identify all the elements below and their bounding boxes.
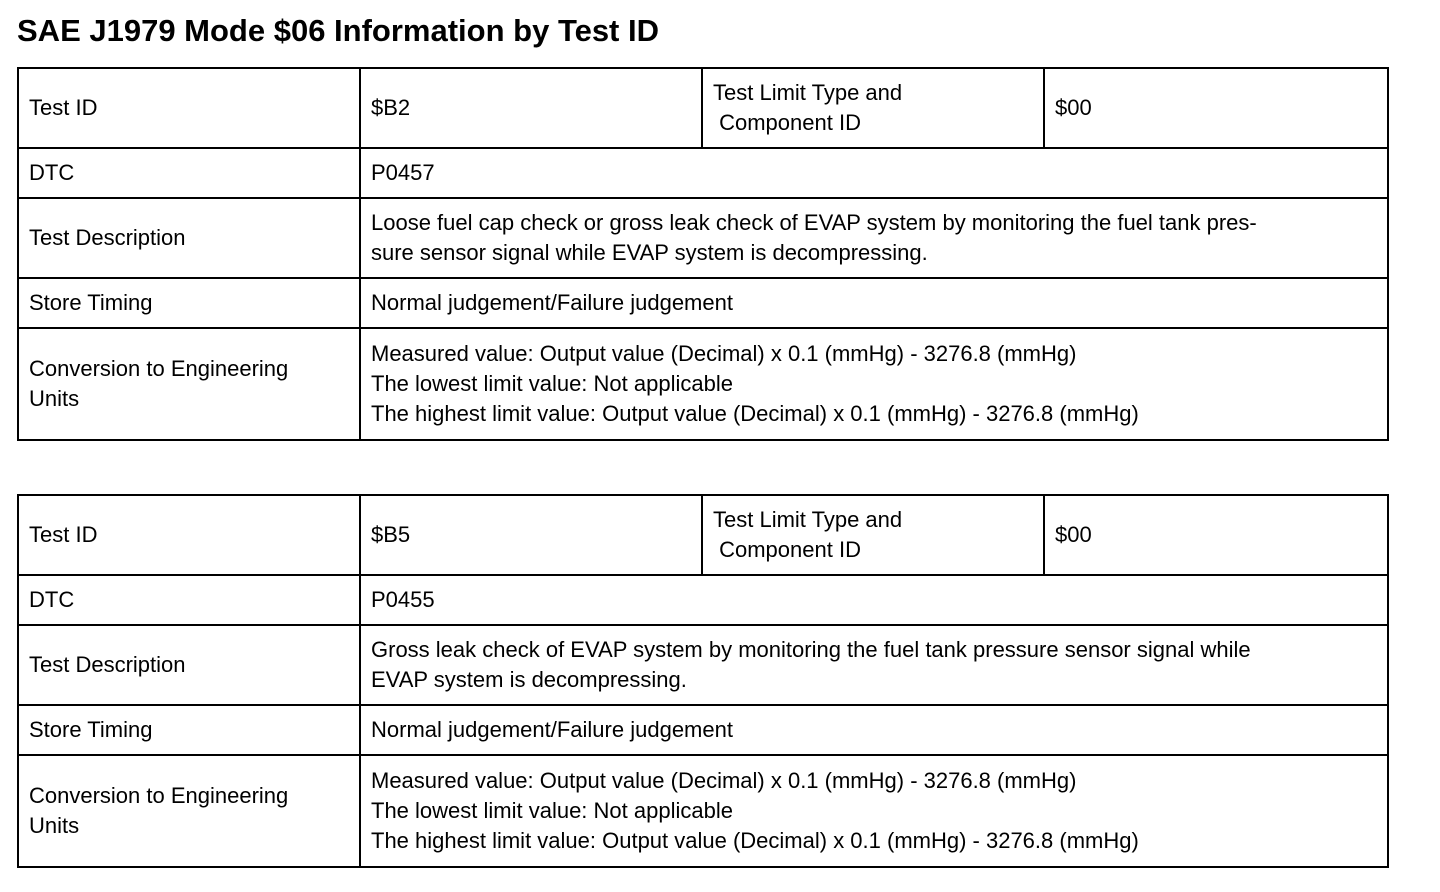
- cell-value: Normal judgement/Failure judgement: [359, 704, 1389, 756]
- cell-value: $B5: [359, 494, 703, 576]
- text-line: Test Limit Type and: [713, 507, 903, 532]
- table-row: Conversion to Engineering Units Measured v…: [17, 754, 1389, 868]
- row-label: DTC: [17, 147, 361, 199]
- table-row: Test Description Gross leak check of EVAP…: [17, 624, 1389, 706]
- row-label: Store Timing: [17, 704, 361, 756]
- row-label: Conversion to Engineering Units: [17, 327, 361, 441]
- cell-value: $00: [1043, 494, 1389, 576]
- table-row: DTC P0455: [17, 574, 1389, 626]
- cell-value: Normal judgement/Failure judgement: [359, 277, 1389, 329]
- text-line: Test Limit Type and: [713, 80, 903, 105]
- table-row: Test ID $B5 Test Limit Type and Component …: [17, 494, 1389, 576]
- row-label: Test Description: [17, 197, 361, 279]
- text-line: Measured value: Output value (Decimal) x…: [371, 341, 1077, 366]
- text-line: Units: [29, 813, 80, 838]
- cell-value: Test Limit Type and Component ID: [701, 67, 1045, 149]
- cell-value: P0455: [359, 574, 1389, 626]
- row-label: Store Timing: [17, 277, 361, 329]
- cell-value: Loose fuel cap check or gross leak check…: [359, 197, 1389, 279]
- text-line: The lowest limit value: Not applicable: [371, 798, 733, 823]
- table-row: Test Description Loose fuel cap check or …: [17, 197, 1389, 279]
- row-label: Test ID: [17, 494, 361, 576]
- cell-value: Gross leak check of EVAP system by monit…: [359, 624, 1389, 706]
- cell-value: P0457: [359, 147, 1389, 199]
- text-line: Component ID: [713, 110, 861, 135]
- text-line: The lowest limit value: Not applicable: [371, 371, 733, 396]
- table-row: Conversion to Engineering Units Measured v…: [17, 327, 1389, 441]
- text-line: Component ID: [713, 537, 861, 562]
- table-row: Store Timing Normal judgement/Failure jud…: [17, 277, 1389, 329]
- page-title: SAE J1979 Mode $06 Information by Test I…: [17, 13, 659, 48]
- cell-value: Test Limit Type and Component ID: [701, 494, 1045, 576]
- cell-value: Measured value: Output value (Decimal) x…: [359, 327, 1389, 441]
- text-line: The highest limit value: Output value (D…: [371, 828, 1139, 853]
- row-label: Test ID: [17, 67, 361, 149]
- text-line: Loose fuel cap check or gross leak check…: [371, 210, 1257, 235]
- cell-value: $B2: [359, 67, 703, 149]
- table-row: Test ID $B2 Test Limit Type and Component …: [17, 67, 1389, 149]
- text-line: Gross leak check of EVAP system by monit…: [371, 637, 1251, 662]
- cell-value: $00: [1043, 67, 1389, 149]
- spec-table: Test ID $B2 Test Limit Type and Component …: [17, 67, 1389, 441]
- table-row: Store Timing Normal judgement/Failure jud…: [17, 704, 1389, 756]
- text-line: The highest limit value: Output value (D…: [371, 401, 1139, 426]
- text-line: Conversion to Engineering: [29, 356, 289, 381]
- row-label: Conversion to Engineering Units: [17, 754, 361, 868]
- text-line: Measured value: Output value (Decimal) x…: [371, 768, 1077, 793]
- row-label: DTC: [17, 574, 361, 626]
- text-line: sure sensor signal while EVAP system is …: [371, 240, 928, 265]
- cell-value: Measured value: Output value (Decimal) x…: [359, 754, 1389, 868]
- text-line: EVAP system is decompressing.: [371, 667, 687, 692]
- text-line: Units: [29, 386, 80, 411]
- text-line: Conversion to Engineering: [29, 783, 289, 808]
- row-label: Test Description: [17, 624, 361, 706]
- spec-table: Test ID $B5 Test Limit Type and Component …: [17, 494, 1389, 868]
- table-row: DTC P0457: [17, 147, 1389, 199]
